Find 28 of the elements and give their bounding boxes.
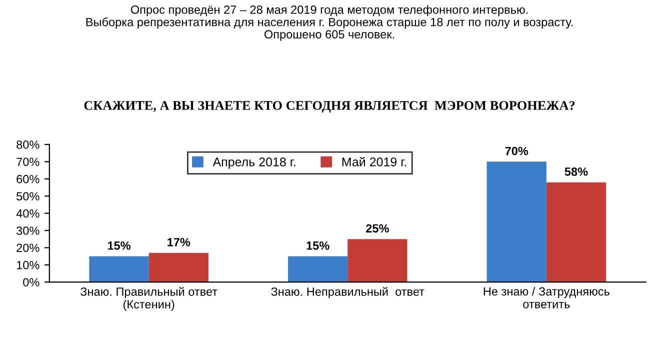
x-tick-label: Знаю. Правильный ответ (Кстенин)	[80, 286, 218, 311]
y-tick-label: 40%	[16, 209, 40, 218]
bar	[148, 252, 208, 282]
y-tick-label: 70%	[16, 158, 40, 166]
data-label: 15%	[108, 241, 131, 250]
y-tick-label: 20%	[16, 244, 40, 252]
y-tick-label: 30%	[16, 226, 40, 235]
chart-subtitle: Опрос проведён 27 – 28 мая 2019 года методом телефонного интервью. Выборка репрезентативна для населения г. Воронежа старше 18 лет по полу и возрасту. Опрошено 605 человек.	[86, 5, 573, 41]
y-tick-label: 80%	[16, 140, 40, 149]
data-label: 25%	[366, 224, 389, 233]
y-tick-label: 10%	[16, 260, 40, 270]
y-tick-label: 0%	[23, 278, 40, 286]
y-tick-label: 50%	[16, 192, 40, 200]
y-tick-label: 60%	[16, 174, 40, 184]
legend-label: Апрель 2018 г.	[212, 158, 296, 169]
x-tick-label: Знаю. Неправильный ответ	[271, 286, 424, 298]
data-label: 17%	[168, 238, 190, 246]
bar	[348, 239, 408, 282]
legend-label: Май 2019 г.	[342, 156, 406, 166]
data-label: 15%	[306, 241, 330, 250]
bar	[288, 256, 348, 282]
x-tick-label: Не знаю / Затрудняюсь ответить	[484, 286, 610, 308]
data-label: 58%	[564, 167, 588, 176]
chart-title: СКАЖИТЕ, А ВЫ ЗНАЕТЕ КТО СЕГОДНЯ ЯВЛЯЕТСЯ МЭРОМ ВОРОНЕЖА?	[84, 101, 575, 113]
bar	[486, 162, 546, 282]
data-label: 70%	[505, 146, 528, 156]
bar	[546, 182, 606, 282]
bar	[89, 256, 149, 282]
